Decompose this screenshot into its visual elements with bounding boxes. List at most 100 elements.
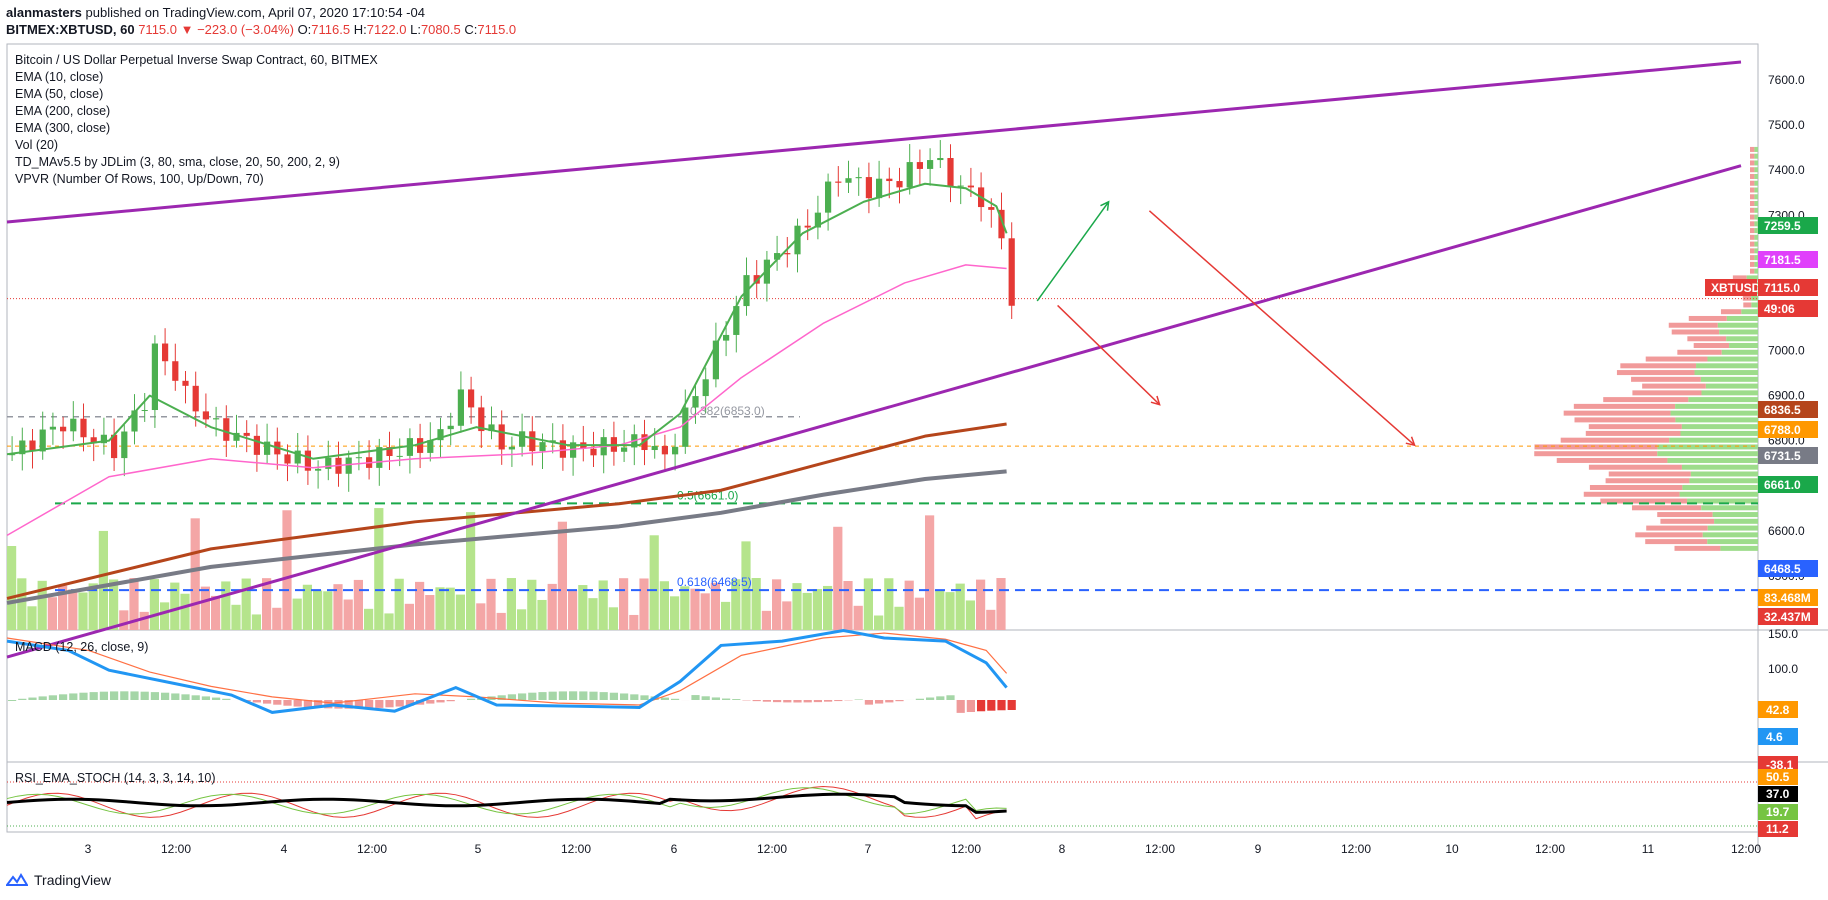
rsi-tag-bg bbox=[1758, 821, 1798, 837]
volume-bar bbox=[47, 597, 57, 630]
vpvr-row-up bbox=[1690, 471, 1758, 477]
volume-bar bbox=[190, 518, 200, 630]
price-tag-bg bbox=[1758, 300, 1818, 317]
price-tag-text: 6788.0 bbox=[1764, 423, 1801, 437]
price-tick-label: 6600.0 bbox=[1768, 524, 1805, 538]
rsi-legend[interactable]: RSI_EMA_STOCH (14, 3, 3, 14, 10) bbox=[15, 771, 216, 785]
volume-bar bbox=[598, 580, 608, 630]
candle-body bbox=[100, 434, 107, 444]
candle-body bbox=[804, 225, 811, 228]
candle-body bbox=[172, 361, 179, 381]
vpvr-row-down bbox=[1674, 545, 1721, 551]
volume-bar bbox=[241, 578, 251, 630]
legend-main-series[interactable]: Bitcoin / US Dollar Perpetual Inverse Sw… bbox=[15, 53, 378, 67]
volume-bar bbox=[211, 595, 221, 630]
vpvr-row-down bbox=[1732, 275, 1747, 281]
macd-tag: -38.1 bbox=[1758, 756, 1798, 773]
vpvr-row-down bbox=[1750, 207, 1755, 213]
price-tag-text: 7181.5 bbox=[1764, 253, 1801, 267]
candle-body bbox=[457, 389, 464, 426]
candle-body bbox=[927, 160, 934, 169]
volume-bar bbox=[58, 585, 68, 630]
price-tag: 32.437M bbox=[1758, 608, 1818, 625]
vpvr-row-down bbox=[1603, 397, 1689, 403]
candle-body bbox=[784, 253, 791, 255]
macd-hist-bar bbox=[507, 694, 516, 700]
macd-hist-bar bbox=[344, 700, 353, 709]
vpvr-row-down bbox=[1560, 437, 1670, 443]
vpvr-row-up bbox=[1702, 532, 1758, 538]
macd-hist-bar bbox=[303, 700, 312, 708]
macd-hist-bar bbox=[691, 695, 700, 700]
macd-hist-bar bbox=[783, 700, 792, 703]
vpvr-row-up bbox=[1669, 437, 1758, 443]
macd-hist-bar bbox=[120, 691, 129, 700]
volume-bar bbox=[323, 591, 333, 630]
macd-hist-bar bbox=[609, 692, 618, 700]
candle-body bbox=[508, 446, 515, 450]
legend-ema50[interactable]: EMA (50, close) bbox=[15, 87, 104, 101]
volume-bar bbox=[343, 599, 353, 630]
volume-bar bbox=[547, 583, 557, 630]
macd-hist-bar bbox=[793, 700, 802, 703]
candle-body bbox=[519, 431, 526, 447]
macd-tag-text: 4.6 bbox=[1766, 730, 1783, 744]
vpvr-row-down bbox=[1588, 464, 1682, 470]
price-tag-text: 32.437M bbox=[1764, 610, 1811, 624]
vpvr-row-up bbox=[1670, 410, 1758, 416]
candle-body bbox=[937, 158, 944, 161]
candle-body bbox=[80, 418, 87, 438]
candle-body bbox=[967, 185, 974, 188]
macd-hist-bar bbox=[711, 697, 720, 700]
macd-hist-bar bbox=[558, 691, 567, 700]
macd-hist-bar bbox=[28, 697, 37, 700]
legend-vpvr[interactable]: VPVR (Number Of Rows, 100, Up/Down, 70) bbox=[15, 172, 264, 186]
candle-body bbox=[539, 442, 546, 452]
volume-bar bbox=[384, 613, 394, 630]
volume-bar bbox=[914, 597, 924, 630]
macd-hist-bar bbox=[834, 700, 843, 702]
volume-bar bbox=[843, 581, 853, 630]
tradingview-footer[interactable]: TradingView bbox=[6, 872, 111, 888]
candle-body bbox=[845, 178, 852, 183]
candle-body bbox=[835, 181, 842, 183]
candle-body bbox=[90, 437, 97, 444]
candle-body bbox=[478, 407, 485, 432]
vpvr-row-up bbox=[1721, 349, 1758, 355]
price-tag: 6468.5 bbox=[1758, 560, 1818, 577]
legend-volume[interactable]: Vol (20) bbox=[15, 138, 59, 152]
macd-hist-bar bbox=[956, 700, 965, 713]
vpvr-row-down bbox=[1750, 241, 1755, 247]
vpvr-row-down bbox=[1631, 376, 1701, 382]
vpvr-row-down bbox=[1743, 302, 1752, 308]
volume-bar bbox=[68, 589, 78, 630]
rsi-tag: 50.5 bbox=[1758, 769, 1798, 785]
legend-ema200[interactable]: EMA (200, close) bbox=[15, 104, 111, 118]
volume-bar bbox=[98, 530, 108, 630]
macd-hist-bar bbox=[803, 700, 812, 703]
price-tick-label: 7000.0 bbox=[1768, 344, 1805, 358]
rsi-tag-text: 11.2 bbox=[1766, 822, 1789, 836]
vpvr-row-up bbox=[1754, 207, 1758, 213]
price-tag: 49:06 bbox=[1758, 300, 1818, 317]
volume-bar bbox=[588, 598, 598, 630]
rsi-tag: 11.2 bbox=[1758, 821, 1798, 837]
volume-bar bbox=[506, 578, 516, 630]
macd-legend[interactable]: MACD (12, 26, close, 9) bbox=[15, 640, 149, 654]
legend-ema10[interactable]: EMA (10, close) bbox=[15, 70, 104, 84]
volume-bar bbox=[833, 526, 843, 630]
author-name[interactable]: alanmasters bbox=[6, 5, 82, 20]
legend-td-ma[interactable]: TD_MAv5.5 by JDLim (3, 80, sma, close, 2… bbox=[15, 155, 340, 169]
volume-bar bbox=[466, 512, 476, 630]
price-tag-text: 6661.0 bbox=[1764, 478, 1801, 492]
vpvr-row-down bbox=[1750, 255, 1755, 261]
arrow-head bbox=[1405, 436, 1416, 447]
chart-canvas[interactable]: 7600.07500.07400.07300.07200.07100.07000… bbox=[0, 0, 1828, 860]
fib-05-label: 0.5(6661.0) bbox=[677, 488, 738, 502]
legend-ema300[interactable]: EMA (300, close) bbox=[15, 121, 111, 135]
macd-hist-bar bbox=[222, 698, 231, 700]
vpvr-row-down bbox=[1616, 370, 1695, 376]
price-tag: 6836.5 bbox=[1758, 401, 1818, 418]
macd-tag-text: 42.8 bbox=[1766, 703, 1790, 717]
candle-body bbox=[906, 162, 913, 188]
